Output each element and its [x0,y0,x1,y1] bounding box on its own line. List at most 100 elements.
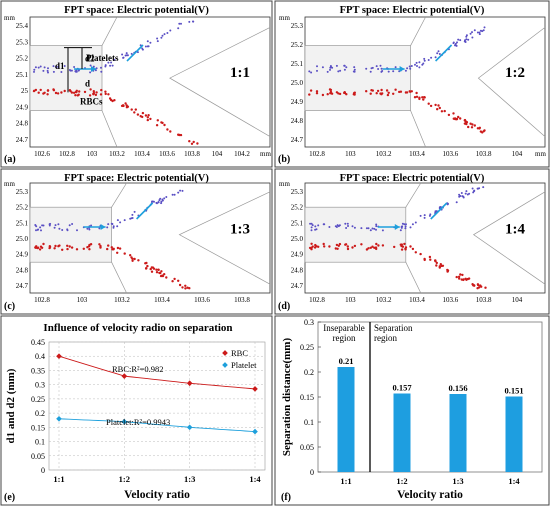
platelet-dot [33,68,36,71]
rbc-dot [54,91,58,95]
ytick-label: 25.2 [291,41,304,49]
platelet-dot [457,38,460,41]
platelet-dot [63,65,66,67]
platelet-dot [156,202,158,205]
platelet-dot [467,38,470,41]
ytick-label: 25.2 [16,55,29,63]
rbc-dot [190,142,194,145]
xtick-label: 103.4 [154,296,170,304]
platelet-dot [90,224,93,227]
platelet-dot [58,227,61,230]
platelet-dot [95,67,98,70]
panel-d-title: FPT space: Electric potential(V) [340,173,485,184]
platelet-dot [381,229,384,232]
rbc-dot [53,247,56,250]
platelet-dot [100,70,103,73]
platelet-dot [46,69,49,72]
rbc-dot [42,92,45,95]
flow-arrow-head [394,224,400,230]
rbc-dot [476,127,480,130]
rbc-dot [89,88,92,91]
platelet-dot [123,219,126,222]
platelet-dot [42,69,45,72]
platelet-dot [54,224,57,227]
platelet-dot [61,229,64,231]
platelet-dot [336,224,339,227]
platelet-dot [437,50,440,53]
platelet-dot [478,33,481,36]
rbc-dot [150,266,153,269]
platelet-dot [111,223,114,225]
rbc-dot [40,246,44,249]
platelet-dot [408,65,411,68]
platelet-dot [371,227,374,230]
ytick-label: 25 [21,87,29,95]
flow-arrow-head [91,66,96,72]
rbc-dot [459,117,462,120]
panel-f-tag: (f) [281,492,291,503]
xtick-label: 103.6 [194,296,210,304]
rbc-dot [188,287,191,290]
rbc-dot [380,88,383,92]
platelets-label: Platelets [86,53,119,63]
platelet-dot [109,64,112,67]
platelet-dot [471,31,473,34]
rbc-dot [335,243,339,247]
platelet-dot [438,53,441,55]
rbc-dot [434,103,437,107]
platelet-dot [39,65,42,68]
rbc-dot [452,112,455,115]
platelet-dot [112,225,115,228]
rbc-dot [126,105,130,108]
ytick-label: 0.35 [31,366,45,375]
platelet-dot [465,34,468,37]
ytick-label: 24.8 [16,266,29,274]
panel-a-tag: (a) [4,154,16,165]
platelet-dot [323,223,326,226]
platelet-dot [464,39,466,42]
rbc-dot [69,89,72,93]
rbc-dot [118,247,122,250]
platelet-dot [476,187,479,190]
platelet-dot [464,192,467,195]
x-unit: mm [260,150,271,158]
xtick-label: 103.8 [476,296,492,304]
platelet-dot [344,222,347,225]
platelet-dot [394,66,397,69]
platelet-dot [160,36,163,39]
rbc-dot [94,93,98,97]
rbc-dot [370,89,373,92]
rbc-dot [346,245,349,248]
platelet-dot [100,66,102,69]
platelet-dot [57,223,60,226]
platelet-dot [314,225,317,228]
platelet-dot [430,56,433,59]
platelet-dot [345,227,348,229]
rbc-dot [108,97,112,100]
xtick-label: 104 [512,150,523,158]
platelet-dot [60,71,63,73]
platelet-dot [478,31,481,34]
rbc-dot [56,92,60,95]
platelet-dot [104,65,107,68]
platelet-dot [177,27,180,30]
panel-a-ratio: 1:1 [230,65,250,81]
platelet-dot [39,226,42,229]
chart-f-xlabel: Velocity ratio [397,489,463,501]
platelet-dot [481,30,484,33]
platelet-dot [157,201,160,203]
platelet-dot [404,225,407,228]
panel-f-chart: Inseparable region Separation region 0 0.… [281,318,543,503]
rbc-dot [415,95,419,99]
rbc-dot [411,247,415,251]
rbc-dot [134,108,137,111]
rbc-dot [353,91,356,94]
panel-c-tag: (c) [4,301,15,312]
rbc-dot [423,258,426,262]
platelet-dot [380,67,383,70]
platelet-dot [392,70,395,73]
rbc-dot [429,104,433,108]
xtick-label: 103.8 [476,150,492,158]
xtick-label: 1:3 [184,474,195,484]
